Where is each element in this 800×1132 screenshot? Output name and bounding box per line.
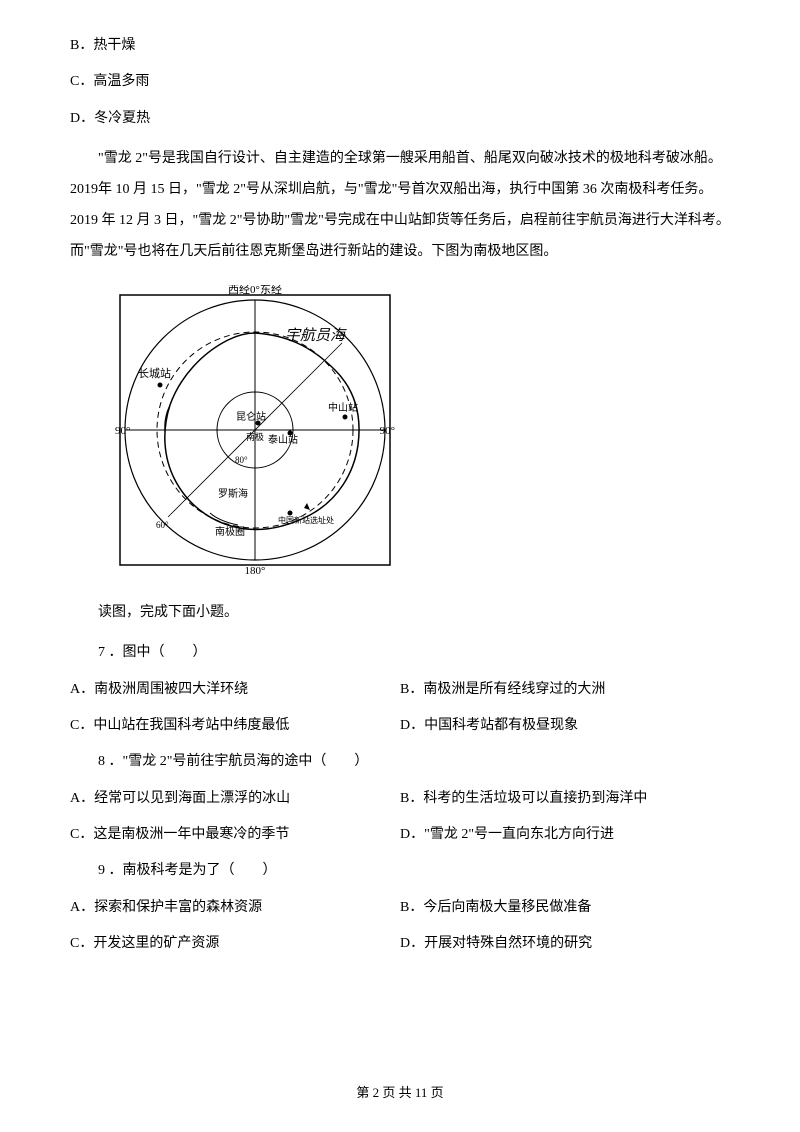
instruction-text: 读图，完成下面小题。: [70, 602, 730, 624]
q7-row1: A．南极洲周围被四大洋环绕 B．南极洲是所有经线穿过的大洲: [70, 679, 730, 701]
svg-text:罗斯海: 罗斯海: [218, 487, 248, 500]
passage-text: "雪龙 2"号是我国自行设计、自主建造的全球第一艘采用船首、船尾双向破冰技术的极…: [70, 144, 730, 267]
q7-d: D．中国科考站都有极昼现象: [400, 715, 730, 737]
q7-b: B．南极洲是所有经线穿过的大洲: [400, 679, 730, 701]
svg-text:90°: 90°: [115, 425, 130, 437]
q9-row2: C．开发这里的矿产资源 D．开展对特殊自然环境的研究: [70, 933, 730, 955]
q9-row1: A．探索和保护丰富的森林资源 B．今后向南极大量移民做准备: [70, 897, 730, 919]
svg-text:中国新站选址处: 中国新站选址处: [278, 515, 334, 525]
svg-text:西经0°东经: 西经0°东经: [228, 285, 282, 296]
q8-d: D．"雪龙 2"号一直向东北方向行进: [400, 824, 730, 846]
q7-stem: 7 ．图中（ ）: [70, 642, 730, 664]
q8-b: B．科考的生活垃圾可以直接扔到海洋中: [400, 788, 730, 810]
q9-a: A．探索和保护丰富的森林资源: [70, 897, 400, 919]
q9-c: C．开发这里的矿产资源: [70, 933, 400, 955]
svg-text:南极: 南极: [246, 431, 264, 442]
svg-text:昆仑站: 昆仑站: [236, 410, 266, 423]
svg-text:80°: 80°: [235, 455, 248, 465]
svg-text:南极圈: 南极圈: [215, 525, 245, 538]
q9-d: D．开展对特殊自然环境的研究: [400, 933, 730, 955]
option-b: B．热干燥: [70, 35, 730, 57]
q7-c: C．中山站在我国科考站中纬度最低: [70, 715, 400, 737]
svg-text:90°: 90°: [380, 425, 395, 437]
q9-b: B．今后向南极大量移民做准备: [400, 897, 730, 919]
page-footer: 第 2 页 共 11 页: [0, 1083, 800, 1104]
q8-stem: 8 ．"雪龙 2"号前往宇航员海的途中（ ）: [70, 751, 730, 773]
svg-text:长城站: 长城站: [138, 366, 171, 380]
diagram-svg: 西经0°东经 180° 90° 90° 宇航员海 长城站 昆仑站 泰山站 中山站…: [110, 285, 400, 575]
q8-row1: A．经常可以见到海面上漂浮的冰山 B．科考的生活垃圾可以直接扔到海洋中: [70, 788, 730, 810]
q8-row2: C．这是南极洲一年中最寒冷的季节 D．"雪龙 2"号一直向东北方向行进: [70, 824, 730, 846]
option-d: D．冬冷夏热: [70, 108, 730, 130]
q7-row2: C．中山站在我国科考站中纬度最低 D．中国科考站都有极昼现象: [70, 715, 730, 737]
q8-a: A．经常可以见到海面上漂浮的冰山: [70, 788, 400, 810]
q9-stem: 9 ．南极科考是为了（ ）: [70, 860, 730, 882]
option-c: C．高温多雨: [70, 71, 730, 93]
svg-text:宇航员海: 宇航员海: [285, 327, 347, 344]
antarctic-diagram: 西经0°东经 180° 90° 90° 宇航员海 长城站 昆仑站 泰山站 中山站…: [110, 285, 730, 583]
svg-text:180°: 180°: [245, 565, 266, 575]
svg-text:泰山站: 泰山站: [268, 433, 298, 446]
q8-c: C．这是南极洲一年中最寒冷的季节: [70, 824, 400, 846]
q7-a: A．南极洲周围被四大洋环绕: [70, 679, 400, 701]
svg-text:中山站: 中山站: [328, 401, 358, 414]
svg-text:60°: 60°: [156, 520, 169, 530]
